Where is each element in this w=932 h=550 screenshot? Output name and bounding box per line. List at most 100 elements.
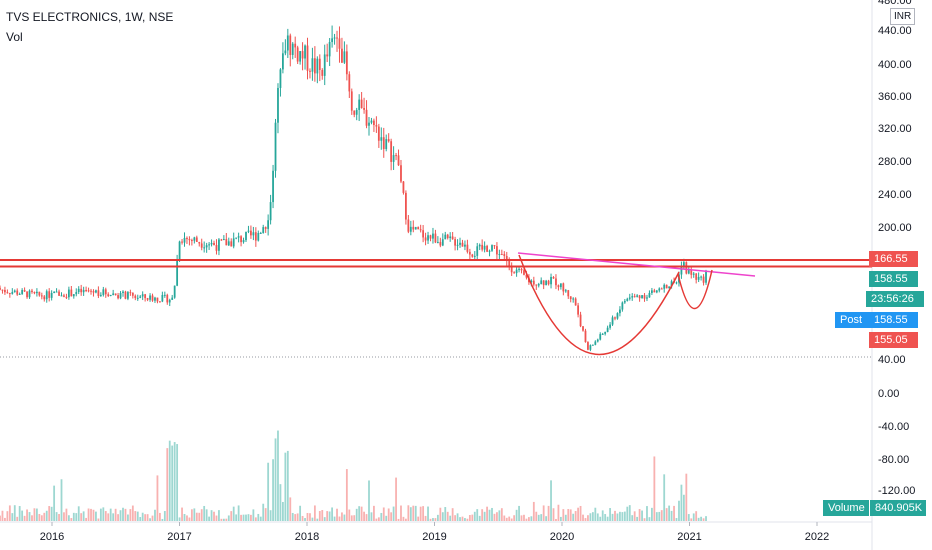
resistance-price-tag: 166.55 bbox=[869, 251, 918, 267]
time-axis-label: 2018 bbox=[295, 531, 319, 543]
candle-body bbox=[429, 235, 432, 239]
time-axis-label: 2021 bbox=[677, 531, 701, 543]
volume-bar bbox=[119, 510, 122, 521]
candle-body bbox=[365, 109, 368, 126]
candle-body bbox=[643, 295, 646, 299]
volume-bar bbox=[240, 514, 242, 521]
candle-body bbox=[459, 242, 461, 245]
candle-body bbox=[358, 99, 361, 110]
candle-body bbox=[311, 58, 314, 72]
candle-body bbox=[515, 269, 518, 274]
candle-body bbox=[286, 35, 289, 51]
volume-bar bbox=[92, 509, 95, 521]
candle-body bbox=[166, 294, 169, 303]
volume-bar bbox=[697, 517, 700, 521]
candle-body bbox=[301, 51, 304, 59]
volume-bar bbox=[31, 515, 33, 521]
candle-body bbox=[626, 298, 629, 301]
volume-bar bbox=[269, 510, 272, 521]
volume-bar bbox=[213, 511, 215, 521]
time-axis-label: 2022 bbox=[805, 531, 829, 543]
candle-body bbox=[427, 235, 429, 241]
volume-bar bbox=[254, 517, 257, 521]
volume-bar bbox=[385, 515, 388, 521]
volume-bar bbox=[279, 484, 282, 521]
candle-body bbox=[127, 292, 129, 299]
candle-body bbox=[682, 262, 685, 267]
volume-bar bbox=[402, 516, 405, 521]
candle-body bbox=[348, 74, 351, 92]
volume-bar bbox=[146, 514, 149, 521]
volume-bar bbox=[513, 515, 516, 521]
candle-body bbox=[397, 155, 400, 166]
volume-bar bbox=[557, 504, 560, 521]
volume-bar bbox=[395, 477, 397, 521]
volume-bar bbox=[134, 511, 137, 521]
volume-bar bbox=[429, 518, 432, 521]
candle-body bbox=[577, 305, 579, 315]
volume-bar bbox=[392, 506, 395, 521]
volume-bar bbox=[250, 514, 252, 521]
candle-body bbox=[338, 38, 341, 49]
candle-body bbox=[530, 280, 533, 283]
volume-bar bbox=[564, 514, 567, 521]
volume-bar bbox=[112, 513, 115, 521]
candle-body bbox=[141, 294, 144, 297]
volume-bar bbox=[230, 511, 233, 521]
volume-bar bbox=[358, 506, 361, 521]
volume-bar bbox=[451, 508, 454, 521]
candle-body bbox=[154, 297, 156, 301]
candle-body bbox=[461, 242, 464, 247]
candle-body bbox=[508, 260, 511, 267]
volume-bar bbox=[237, 505, 240, 521]
candle-body bbox=[486, 245, 488, 252]
volume-bar bbox=[355, 508, 358, 521]
candle-body bbox=[250, 230, 252, 236]
volume-bar bbox=[530, 516, 533, 521]
candle-body bbox=[11, 292, 14, 294]
handle-pattern-curve bbox=[677, 269, 713, 310]
volume-bar bbox=[587, 515, 589, 521]
currency-badge[interactable]: INR bbox=[890, 8, 916, 25]
volume-bar bbox=[390, 512, 393, 521]
volume-bar bbox=[304, 518, 306, 521]
volume-bar bbox=[577, 507, 579, 521]
price-axis-label: 200.00 bbox=[878, 222, 912, 234]
volume-bar bbox=[582, 514, 584, 521]
volume-bar bbox=[60, 479, 63, 521]
volume-indicator-label[interactable]: Vol bbox=[6, 30, 23, 44]
volume-bar bbox=[668, 505, 671, 521]
volume-bar bbox=[658, 511, 661, 521]
candle-body bbox=[619, 309, 621, 314]
volume-bar bbox=[323, 517, 326, 521]
volume-bar bbox=[63, 512, 65, 521]
candle-body bbox=[237, 236, 240, 238]
candle-body bbox=[151, 295, 154, 301]
candle-body bbox=[232, 238, 235, 247]
volume-bar bbox=[232, 506, 235, 521]
candle-body bbox=[109, 294, 112, 297]
volume-bar bbox=[441, 512, 444, 521]
candle-body bbox=[564, 290, 567, 292]
candle-body bbox=[387, 139, 390, 142]
candle-body bbox=[336, 37, 338, 39]
candle-body bbox=[257, 232, 260, 241]
volume-bar bbox=[183, 513, 186, 521]
volume-bar bbox=[626, 506, 629, 521]
candle-body bbox=[205, 245, 208, 248]
candle-body bbox=[587, 342, 589, 350]
candle-body bbox=[168, 299, 171, 303]
volume-bar bbox=[599, 516, 602, 521]
post-market-price-tag: 158.55 bbox=[869, 312, 918, 328]
candle-body bbox=[218, 239, 220, 251]
volume-bar bbox=[459, 517, 461, 521]
candle-body bbox=[213, 242, 215, 245]
candle-body bbox=[353, 110, 356, 115]
volume-bar bbox=[493, 513, 496, 521]
candle-body bbox=[574, 298, 577, 306]
volume-bar bbox=[705, 516, 707, 521]
candle-body bbox=[382, 137, 385, 150]
candle-body bbox=[473, 255, 476, 257]
price-axis-label: 360.00 bbox=[878, 91, 912, 103]
